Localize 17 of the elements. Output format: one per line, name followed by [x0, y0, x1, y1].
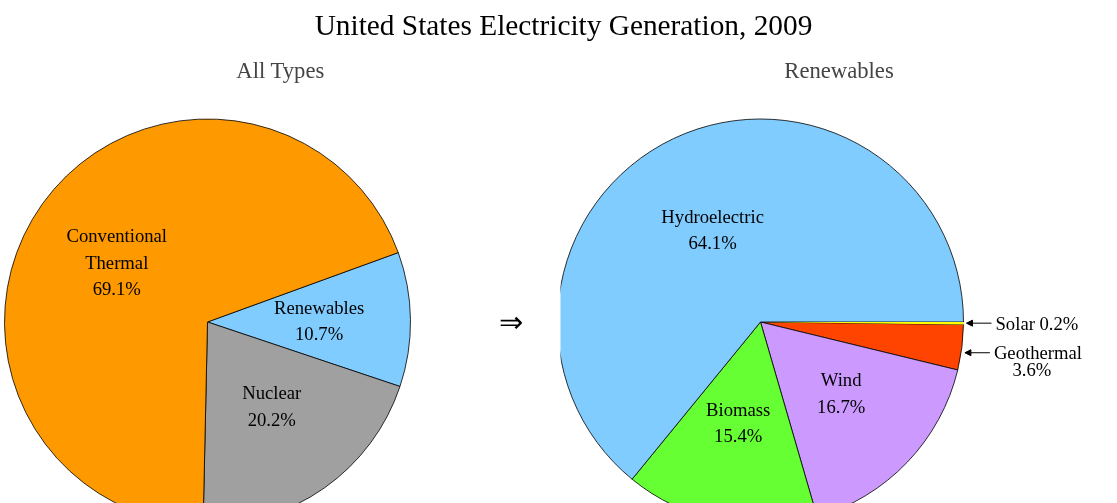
slice-label: Hydroelectric	[661, 205, 764, 227]
chart-title: Renewables	[784, 57, 894, 83]
data-label: 16.7%	[817, 395, 866, 417]
data-label: 20.2%	[247, 408, 296, 430]
data-label: 64.1%	[688, 231, 737, 253]
slice-label: Solar 0.2%	[995, 312, 1079, 334]
slice-label: Wind	[820, 369, 863, 391]
slice-label: Biomass	[706, 398, 771, 420]
data-label: 15.4%	[714, 425, 763, 447]
chart-title: All Types	[236, 57, 325, 83]
slice-label: Renewables	[274, 297, 365, 319]
data-label: 69.1%	[92, 277, 141, 299]
slice-label: Nuclear	[242, 382, 303, 404]
text: ⇒	[498, 305, 523, 338]
data-label: 10.7%	[295, 323, 344, 345]
text: United States Electricity Generation, 2009	[314, 8, 813, 43]
slice-label: Conventional Thermal	[66, 225, 168, 273]
